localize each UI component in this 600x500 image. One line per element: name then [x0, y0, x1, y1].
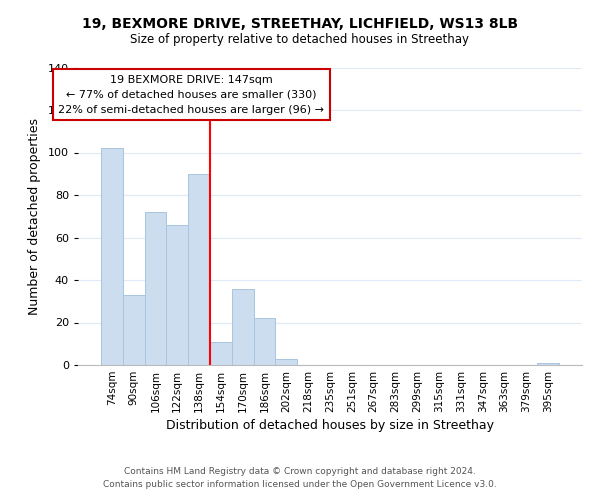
Bar	[123, 295, 145, 365]
Y-axis label: Number of detached properties: Number of detached properties	[28, 118, 41, 315]
Bar	[188, 174, 210, 365]
Bar	[210, 342, 232, 365]
Bar	[145, 212, 166, 365]
Bar	[232, 288, 254, 365]
Text: 19 BEXMORE DRIVE: 147sqm
← 77% of detached houses are smaller (330)
22% of semi-: 19 BEXMORE DRIVE: 147sqm ← 77% of detach…	[58, 75, 325, 114]
X-axis label: Distribution of detached houses by size in Streethay: Distribution of detached houses by size …	[166, 419, 494, 432]
Bar	[275, 358, 297, 365]
Bar	[537, 363, 559, 365]
Text: Contains public sector information licensed under the Open Government Licence v3: Contains public sector information licen…	[103, 480, 497, 489]
Bar	[254, 318, 275, 365]
Text: Contains HM Land Registry data © Crown copyright and database right 2024.: Contains HM Land Registry data © Crown c…	[124, 467, 476, 476]
Bar	[101, 148, 123, 365]
Bar	[166, 225, 188, 365]
Text: Size of property relative to detached houses in Streethay: Size of property relative to detached ho…	[131, 32, 470, 46]
Text: 19, BEXMORE DRIVE, STREETHAY, LICHFIELD, WS13 8LB: 19, BEXMORE DRIVE, STREETHAY, LICHFIELD,…	[82, 18, 518, 32]
